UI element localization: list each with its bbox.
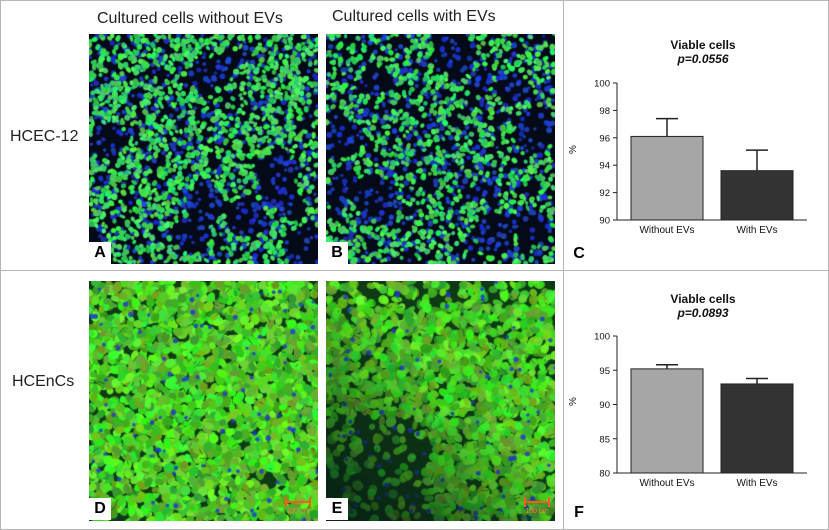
chart-c-subtitle: p=0.0556 bbox=[676, 52, 728, 66]
chart-f-bar-without-evs bbox=[630, 368, 704, 474]
chart-c-y-tick-label: 94 bbox=[599, 161, 610, 172]
scale-bar-e: 100 µm bbox=[524, 497, 550, 519]
chart-c-y-tick-label: 100 bbox=[594, 79, 610, 90]
chart-f-y-tick-label: 85 bbox=[599, 434, 610, 445]
chart-c-y-tick-label: 98 bbox=[599, 106, 610, 117]
micrograph-e bbox=[326, 281, 555, 521]
column-divider bbox=[563, 0, 564, 530]
chart-c-bar-with-evs bbox=[720, 170, 794, 221]
chart-f-category-label: With EVs bbox=[736, 478, 777, 489]
chart-f: Viable cells p=0.0893 % 80 85 90 95 100 Witho… bbox=[565, 282, 825, 492]
chart-f-title: Viable cells bbox=[670, 292, 735, 306]
chart-f-subtitle: p=0.0893 bbox=[676, 306, 728, 320]
micrograph-b bbox=[326, 34, 555, 264]
scale-bar-d: 100 µm bbox=[285, 497, 311, 519]
scale-bar-e-label: 100 µm bbox=[525, 508, 549, 515]
chart-c-category-label: Without EVs bbox=[639, 225, 694, 236]
panel-letter-d: D bbox=[89, 498, 111, 520]
panel-letter-e: E bbox=[326, 498, 348, 520]
column-title-with-evs: Cultured cells with EVs bbox=[332, 8, 496, 25]
chart-f-ylabel: % bbox=[568, 397, 579, 406]
top-border bbox=[0, 0, 829, 1]
chart-f-y-tick-label: 90 bbox=[599, 400, 610, 411]
left-border bbox=[0, 0, 1, 530]
chart-c-svg: Viable cells p=0.0556 % 90 92 94 96 98 100 Wit… bbox=[568, 38, 807, 236]
row-label-hcec12: HCEC-12 bbox=[10, 128, 79, 145]
micrograph-a bbox=[89, 34, 318, 264]
panel-letter-c: C bbox=[568, 243, 590, 265]
chart-f-category-label: Without EVs bbox=[639, 478, 694, 489]
chart-c-y-tick-label: 92 bbox=[599, 188, 610, 199]
panel-letter-b: B bbox=[326, 242, 348, 264]
chart-f-svg: Viable cells p=0.0893 % 80 85 90 95 100 Witho… bbox=[568, 292, 807, 489]
chart-f-y-tick-label: 80 bbox=[599, 469, 610, 480]
chart-f-y-tick-label: 100 bbox=[594, 332, 610, 343]
column-title-without-evs: Cultured cells without EVs bbox=[97, 10, 283, 27]
scale-bar-d-label: 100 µm bbox=[286, 508, 310, 515]
row-label-hcencs: HCEnCs bbox=[12, 373, 75, 390]
chart-f-bar-with-evs bbox=[720, 383, 794, 474]
chart-c-ylabel: % bbox=[568, 145, 579, 154]
row-divider bbox=[0, 270, 829, 271]
chart-f-y-tick-label: 95 bbox=[599, 366, 610, 377]
chart-c: Viable cells p=0.0556 % 90 92 94 96 98 100 Wit… bbox=[565, 30, 825, 240]
chart-c-y-tick-label: 90 bbox=[599, 216, 610, 227]
panel-letter-f: F bbox=[568, 502, 590, 524]
chart-c-title: Viable cells bbox=[670, 38, 735, 52]
chart-c-y-tick-label: 96 bbox=[599, 133, 610, 144]
chart-c-bar-without-evs bbox=[630, 135, 704, 221]
micrograph-d bbox=[89, 281, 318, 521]
chart-c-category-label: With EVs bbox=[736, 225, 777, 236]
panel-letter-a: A bbox=[89, 242, 111, 264]
